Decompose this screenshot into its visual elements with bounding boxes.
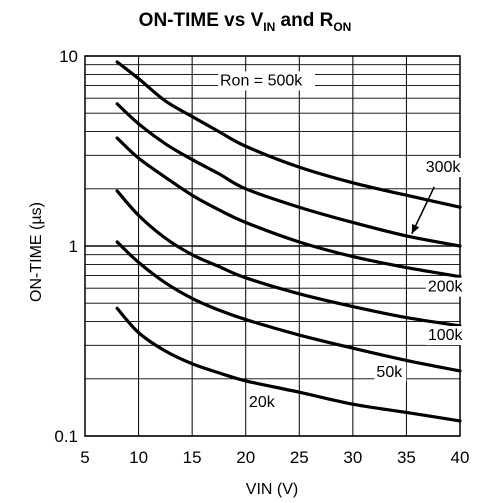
x-axis-label: VIN (V) bbox=[246, 481, 298, 498]
x-tick-label: 5 bbox=[80, 448, 89, 467]
series-label-bg bbox=[423, 158, 465, 178]
series-label: 20k bbox=[249, 394, 276, 411]
annotations: Ron = 500k 300k 200k 100k 50k 20k bbox=[218, 71, 468, 413]
annotation-arrowhead bbox=[411, 223, 420, 234]
series-label-bg bbox=[425, 326, 468, 346]
x-tick-label: 40 bbox=[451, 448, 470, 467]
series-label-bg bbox=[374, 362, 407, 382]
x-tick-label: 10 bbox=[129, 448, 148, 467]
y-tick-label: 1 bbox=[69, 237, 78, 256]
series-label-bg bbox=[425, 277, 468, 297]
series-line bbox=[115, 189, 462, 328]
y-tick-label: 0.1 bbox=[54, 427, 78, 446]
series-line bbox=[115, 240, 462, 373]
tick-labels: 5 10 15 20 25 30 35 40 0.1 1 10 bbox=[54, 47, 469, 467]
series-label: 200k bbox=[428, 279, 464, 296]
y-tick-label: 10 bbox=[59, 47, 78, 66]
series-line bbox=[115, 102, 462, 248]
x-tick-label: 30 bbox=[343, 448, 362, 467]
x-tick-label: 15 bbox=[183, 448, 202, 467]
series-line bbox=[115, 136, 462, 279]
series-label: 50k bbox=[376, 364, 403, 381]
series-label-bg bbox=[246, 393, 279, 413]
series-label: 100k bbox=[428, 327, 464, 344]
x-tick-label: 25 bbox=[290, 448, 309, 467]
x-tick-label: 35 bbox=[397, 448, 416, 467]
chart-title: ON-TIME vs VIN and RON bbox=[139, 10, 352, 34]
series-line bbox=[115, 60, 462, 209]
series-label: Ron = 500k bbox=[220, 72, 303, 89]
y-axis-label: ON-TIME (µs) bbox=[28, 202, 45, 302]
x-tick-label: 20 bbox=[236, 448, 255, 467]
series-line bbox=[115, 306, 462, 423]
series-label-bg bbox=[218, 71, 315, 91]
series-label: 300k bbox=[426, 159, 462, 176]
series-lines bbox=[115, 60, 462, 423]
